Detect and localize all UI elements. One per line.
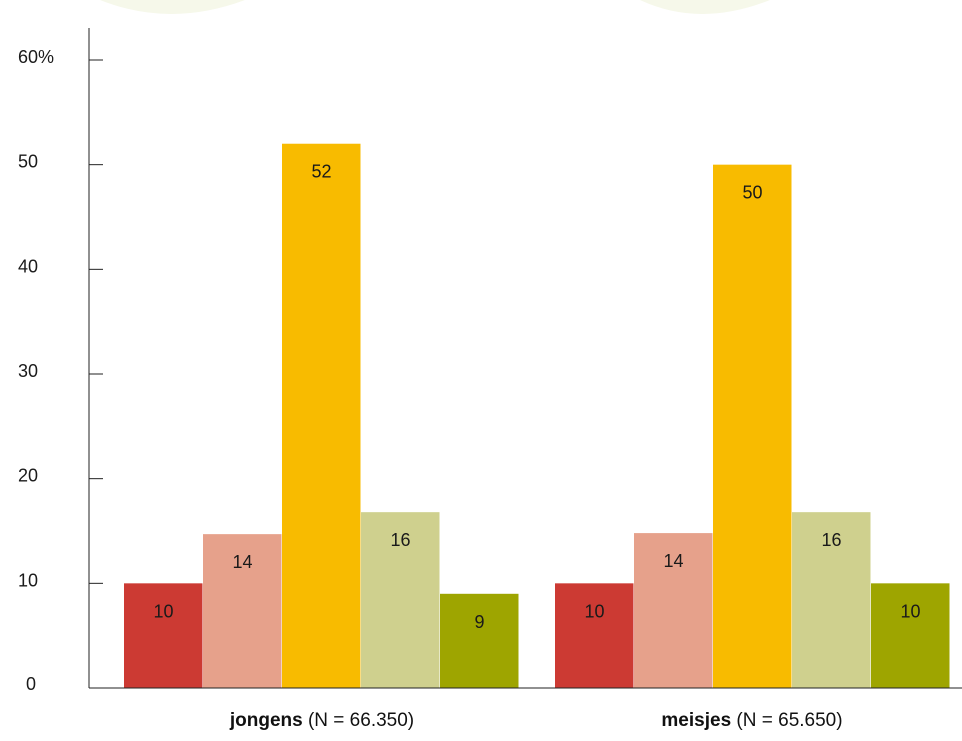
category-label-jongens: jongens (N = 66.350) (230, 710, 414, 732)
bars-group: 10 14 52 16 9 10 14 50 16 10 (124, 143, 950, 688)
y-tick-label: 60% (18, 47, 54, 67)
y-tick-label: 0 (26, 674, 36, 694)
bar (713, 164, 792, 688)
bar-value-label: 16 (821, 530, 841, 550)
bar (361, 512, 440, 688)
bar-value-label: 14 (663, 551, 683, 571)
bar (634, 533, 713, 688)
bar (203, 534, 282, 688)
category-n: (N = 65.650) (736, 710, 843, 731)
y-axis: 0 10 20 30 40 50 60% (18, 47, 103, 694)
bar-value-label: 50 (742, 183, 762, 203)
y-tick-label: 10 (18, 570, 38, 590)
bar-value-label: 10 (900, 601, 920, 621)
bar (282, 143, 361, 688)
y-tick-label: 30 (18, 361, 38, 381)
decorative-background-shape (100, 0, 770, 14)
y-tick-label: 50 (18, 152, 38, 172)
category-n: (N = 66.350) (307, 710, 415, 731)
bar-value-label: 10 (584, 601, 604, 621)
bar-value-label: 52 (311, 162, 331, 182)
bar-value-label: 9 (474, 612, 484, 632)
bar-value-label: 10 (153, 601, 173, 621)
y-tick-label: 40 (18, 256, 38, 276)
bar (792, 512, 871, 688)
bar-value-label: 14 (232, 552, 252, 572)
y-tick-label: 20 (18, 466, 38, 486)
bar-value-label: 16 (390, 530, 410, 550)
bar (440, 593, 519, 688)
category-name: jongens (229, 710, 303, 731)
category-label-meisjes: meisjes (N = 65.650) (661, 710, 842, 732)
category-name: meisjes (661, 710, 732, 731)
bar (124, 583, 203, 688)
bar (871, 583, 950, 688)
bar (555, 583, 634, 688)
